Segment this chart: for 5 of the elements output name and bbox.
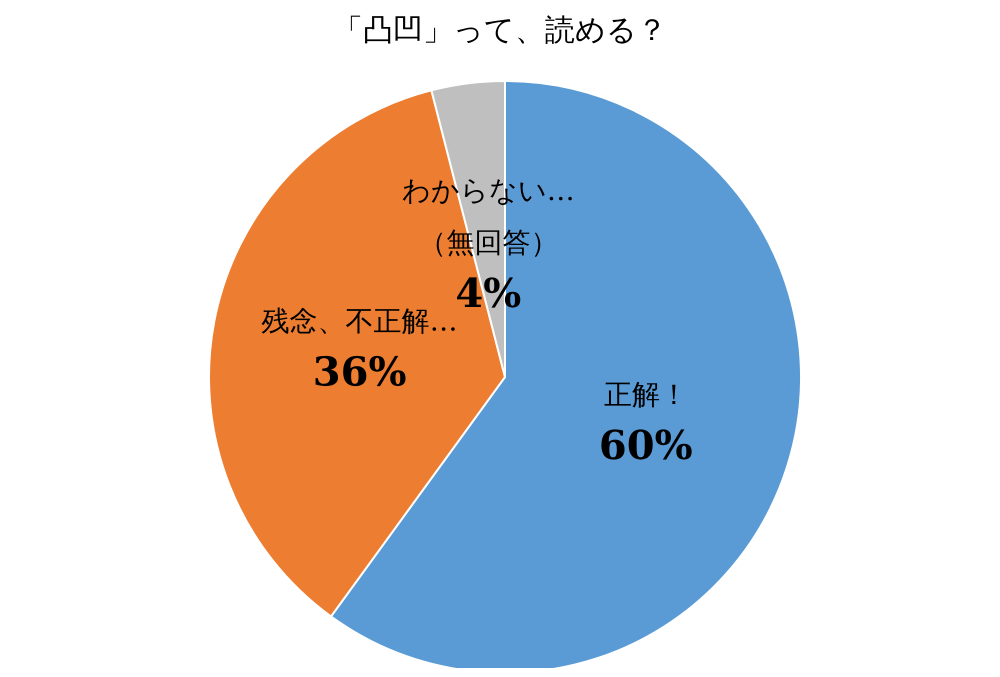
chart-title: 「凸凹」って、読める？ — [332, 12, 668, 50]
slice-label: 残念、不正解… — [262, 304, 458, 338]
slice-label: 正解！ — [604, 378, 688, 411]
data-label: 60% — [598, 422, 693, 470]
data-label: 36% — [312, 348, 406, 396]
